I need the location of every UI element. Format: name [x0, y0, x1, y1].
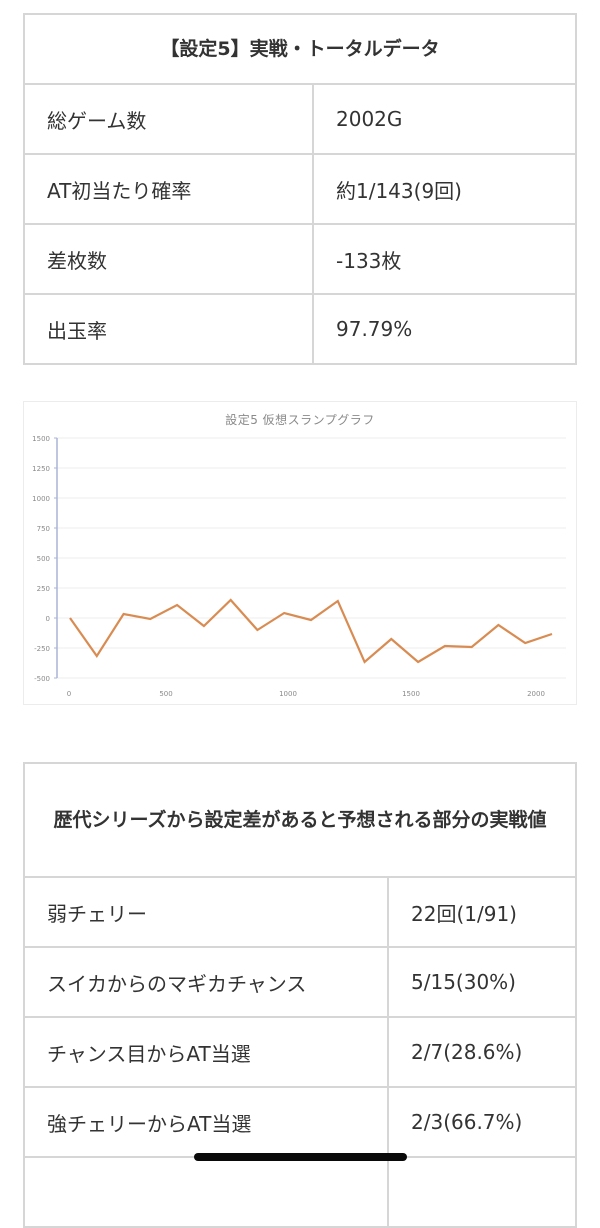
- y-tick-label: 1500: [32, 435, 50, 443]
- row-value: 2002G: [312, 83, 577, 155]
- row-label: 強チェリーからAT当選: [23, 1086, 389, 1158]
- row-value: 22回(1/91): [387, 876, 577, 948]
- table-row: チャンス目からAT当選 2/7(28.6%): [23, 1016, 577, 1088]
- row-value: 約1/143(9回): [312, 153, 577, 225]
- table-row: 差枚数 -133枚: [23, 223, 577, 295]
- row-label: 総ゲーム数: [23, 83, 314, 155]
- row-value: 2/3(66.7%): [387, 1086, 577, 1158]
- row-value: 5/15(30%): [387, 946, 577, 1018]
- table-row: 総ゲーム数 2002G: [23, 83, 577, 155]
- table-row: 弱チェリー 22回(1/91): [23, 876, 577, 948]
- y-tick-label: 750: [37, 525, 50, 533]
- home-indicator[interactable]: [194, 1153, 407, 1161]
- row-label: [23, 1156, 389, 1228]
- x-tick-label: 0: [67, 690, 71, 698]
- row-label: AT初当たり確率: [23, 153, 314, 225]
- row-value: 2/7(28.6%): [387, 1016, 577, 1088]
- chart-title: 設定5 仮想スランプグラフ: [225, 413, 375, 427]
- row-label: チャンス目からAT当選: [23, 1016, 389, 1088]
- row-value: 97.79%: [312, 293, 577, 365]
- x-tick-label: 1500: [402, 690, 420, 698]
- slump-graph-chart: 設定5 仮想スランプグラフ 1500 1250 1000 750 500 250 0 -250…: [23, 401, 577, 705]
- x-tick-label: 500: [159, 690, 172, 698]
- row-value: -133枚: [312, 223, 577, 295]
- table-row: 強チェリーからAT当選 2/3(66.7%): [23, 1086, 577, 1158]
- y-tick-label: 250: [37, 585, 50, 593]
- table-row: AT初当たり確率 約1/143(9回): [23, 153, 577, 225]
- x-tick-label: 1000: [279, 690, 297, 698]
- chart-plot: 1500 1250 1000 750 500 250 0 -250 -500 0 500 1000 15…: [32, 435, 566, 698]
- x-tick-label: 2000: [527, 690, 545, 698]
- y-tick-label: 0: [46, 615, 50, 623]
- total-data-title: 【設定5】実戦・トータルデータ: [23, 13, 577, 85]
- y-tick-label: 1000: [32, 495, 50, 503]
- table-row: 出玉率 97.79%: [23, 293, 577, 365]
- setting-diff-title: 歴代シリーズから設定差があると予想される部分の実戦値: [23, 762, 577, 878]
- row-label: 弱チェリー: [23, 876, 389, 948]
- y-tick-label: 500: [37, 555, 50, 563]
- row-value: [387, 1156, 577, 1228]
- row-label: スイカからのマギカチャンス: [23, 946, 389, 1018]
- row-label: 差枚数: [23, 223, 314, 295]
- row-label: 出玉率: [23, 293, 314, 365]
- slump-line: [69, 598, 553, 664]
- table-row: [23, 1156, 577, 1228]
- table-row: スイカからのマギカチャンス 5/15(30%): [23, 946, 577, 1018]
- y-tick-label: -500: [34, 675, 50, 683]
- total-data-table: 【設定5】実戦・トータルデータ 総ゲーム数 2002G AT初当たり確率 約1/…: [23, 13, 577, 365]
- y-tick-label: -250: [34, 645, 50, 653]
- y-tick-label: 1250: [32, 465, 50, 473]
